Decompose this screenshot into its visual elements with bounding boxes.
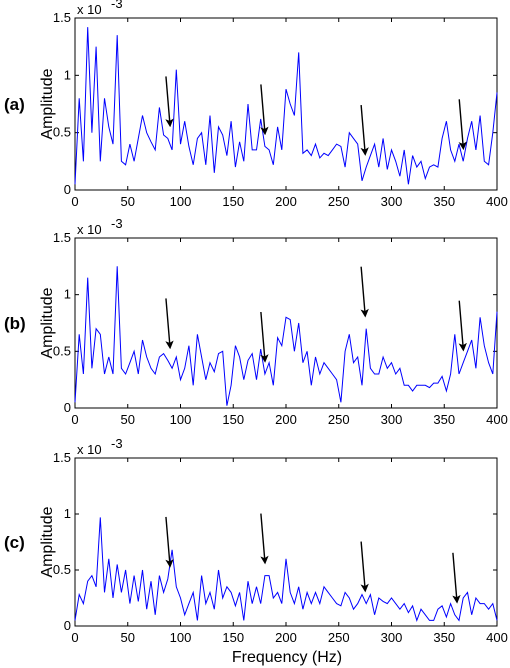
x-tick-label: 250 — [328, 194, 350, 209]
annotation-arrow — [165, 516, 174, 568]
panel-label: (b) — [4, 314, 26, 333]
series-line — [74, 27, 498, 185]
x-tick-label: 350 — [433, 630, 455, 645]
y-tick-label: 0 — [64, 618, 71, 633]
x-tick-label: 150 — [222, 412, 244, 427]
x-tick-label: 200 — [275, 412, 297, 427]
panel-label: (c) — [4, 533, 25, 552]
x-tick-label: 150 — [222, 194, 244, 209]
axes-frame — [74, 237, 498, 409]
axes-frame — [74, 17, 498, 191]
annotation-arrow — [360, 266, 369, 318]
x-tick-label: 300 — [381, 412, 403, 427]
x-tick-label: 250 — [328, 630, 350, 645]
y-tick-label: 1 — [64, 67, 71, 82]
x-tick-label: 100 — [170, 630, 192, 645]
annotation-arrow — [165, 76, 174, 128]
x-tick-label: 400 — [486, 412, 508, 427]
x-tick-label: 400 — [486, 194, 508, 209]
annotation-arrow — [260, 311, 269, 363]
x-tick-label: 100 — [170, 194, 192, 209]
y-tick-label: 0 — [64, 400, 71, 415]
y-tick-label: 0 — [64, 182, 71, 197]
y-tick-label: 1.5 — [53, 10, 71, 25]
x-tick-label: 50 — [121, 194, 135, 209]
x-tick-label: 300 — [381, 630, 403, 645]
x-tick-label: 350 — [433, 194, 455, 209]
x-tick-label: 250 — [328, 412, 350, 427]
panel-label: (a) — [4, 95, 25, 114]
y-axis-label: Amplitude — [39, 287, 56, 358]
x-tick-label: 100 — [170, 412, 192, 427]
y-exponent-label: x 10 — [77, 2, 102, 17]
x-tick-label: 350 — [433, 412, 455, 427]
y-tick-label: 1 — [64, 287, 71, 302]
y-exponent-power: -3 — [111, 436, 123, 451]
annotation-arrow — [452, 552, 461, 604]
y-tick-label: 0.5 — [53, 562, 71, 577]
series-line — [74, 266, 498, 406]
panel-0: 0 50 100 150 200 250 300 350 400 0 0.5 1 1.5 x 10 -3 Am… — [4, 0, 508, 209]
y-axis-label: Amplitude — [39, 68, 56, 139]
series-line — [74, 517, 498, 622]
y-tick-label: 1.5 — [53, 450, 71, 465]
y-tick-label: 1.5 — [53, 230, 71, 245]
y-exponent-label: x 10 — [77, 442, 102, 457]
y-tick-label: 1 — [64, 506, 71, 521]
y-axis-label: Amplitude — [39, 506, 56, 577]
annotation-arrow — [360, 105, 369, 156]
x-tick-label: 50 — [121, 630, 135, 645]
x-tick-label: 200 — [275, 630, 297, 645]
annotation-arrow — [458, 99, 467, 151]
x-tick-label: 200 — [275, 194, 297, 209]
annotation-arrow — [360, 541, 369, 593]
y-exponent-power: -3 — [111, 0, 123, 11]
x-tick-label: 50 — [121, 412, 135, 427]
y-exponent-power: -3 — [111, 216, 123, 231]
panel-1: 0 50 100 150 200 250 300 350 400 0 0.5 1 1.5 x 10 -3 Am… — [4, 216, 508, 427]
x-tick-label: 150 — [222, 630, 244, 645]
x-tick-label: 0 — [71, 412, 78, 427]
annotation-arrow — [260, 513, 269, 565]
annotation-arrow — [165, 298, 174, 350]
annotation-arrow — [458, 300, 467, 352]
x-axis-label: Frequency (Hz) — [232, 649, 342, 666]
y-tick-label: 0.5 — [53, 125, 71, 140]
x-tick-label: 400 — [486, 630, 508, 645]
y-exponent-label: x 10 — [77, 222, 102, 237]
y-tick-label: 0.5 — [53, 343, 71, 358]
panel-2: 0 50 100 150 200 250 300 350 400 0 0.5 1 1.5 x 10 -3 Am… — [4, 436, 508, 645]
x-tick-label: 0 — [71, 630, 78, 645]
x-tick-label: 0 — [71, 194, 78, 209]
annotation-arrow — [260, 84, 269, 136]
x-tick-label: 300 — [381, 194, 403, 209]
